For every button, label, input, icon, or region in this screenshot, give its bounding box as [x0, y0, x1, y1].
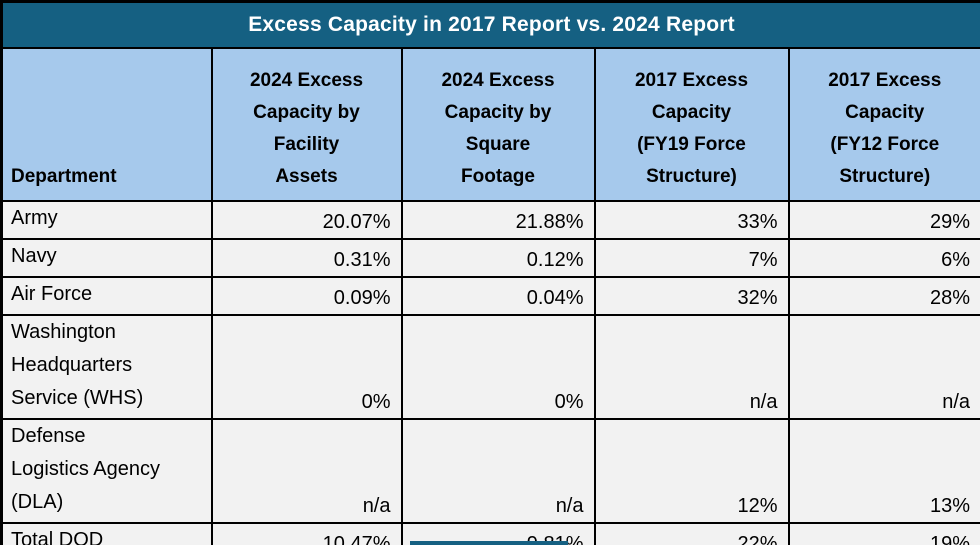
- department-line: Army: [11, 206, 58, 229]
- table-row-dla: Defense Logistics Agency (DLA) n/a n/a 1…: [0, 417, 980, 524]
- department-line: Defense: [11, 424, 86, 447]
- value-cell: 0%: [210, 313, 403, 420]
- table-row-total-dod: Total DOD 10.47% 9.81% 22% 19%: [0, 521, 980, 545]
- column-header-2024-square-footage: 2024 Excess Capacity by Square Footage: [400, 46, 596, 202]
- header-line: Structure): [646, 165, 737, 187]
- title-row: Excess Capacity in 2017 Report vs. 2024 …: [0, 0, 980, 49]
- value-cell: 7%: [593, 237, 790, 278]
- value-cell: n/a: [400, 417, 596, 524]
- header-line: Capacity: [845, 101, 925, 123]
- department-line: Service (WHS): [11, 386, 144, 409]
- value-cell: 33%: [593, 199, 790, 240]
- header-line: 2024 Excess: [249, 69, 364, 91]
- department-cell: Army: [0, 199, 213, 240]
- header-line: Square: [465, 133, 531, 155]
- header-line: 2024 Excess: [441, 69, 555, 91]
- value-cell: 0.12%: [400, 237, 596, 278]
- value-cell: n/a: [593, 313, 790, 420]
- department-line: Navy: [11, 244, 57, 267]
- department-cell: Total DOD: [0, 521, 213, 545]
- value-cell: 13%: [787, 417, 980, 524]
- value-cell: 22%: [593, 521, 790, 545]
- bottom-accent-bar: [410, 541, 568, 545]
- value-cell: 6%: [787, 237, 980, 278]
- department-line: (DLA): [11, 490, 64, 513]
- value-cell: 0.09%: [210, 275, 403, 316]
- table-row-navy: Navy 0.31% 0.12% 7% 6%: [0, 237, 980, 278]
- header-row: Department 2024 Excess Capacity by Facil…: [0, 46, 980, 202]
- department-line: Logistics Agency: [11, 457, 160, 480]
- value-cell: 0.31%: [210, 237, 403, 278]
- value-cell: 12%: [593, 417, 790, 524]
- header-line: Footage: [461, 165, 535, 187]
- header-line: Facility: [273, 133, 340, 155]
- column-header-2017-fy12: 2017 Excess Capacity (FY12 Force Structu…: [787, 46, 980, 202]
- header-line: 2017 Excess: [634, 69, 749, 91]
- header-line: (FY12 Force: [830, 133, 940, 155]
- column-header-2024-facility-assets: 2024 Excess Capacity by Facility Assets: [210, 46, 403, 202]
- header-line: (FY19 Force: [637, 133, 746, 155]
- header-line: 2017 Excess: [828, 69, 942, 91]
- value-cell: 21.88%: [400, 199, 596, 240]
- column-header-2017-fy19: 2017 Excess Capacity (FY19 Force Structu…: [593, 46, 790, 202]
- value-cell: 28%: [787, 275, 980, 316]
- department-line: Headquarters: [11, 353, 133, 376]
- header-line: Capacity: [651, 101, 732, 123]
- department-line: Air Force: [11, 282, 93, 305]
- value-cell: 0%: [400, 313, 596, 420]
- header-line: Structure): [839, 165, 931, 187]
- department-cell: Navy: [0, 237, 213, 278]
- table-row-army: Army 20.07% 21.88% 33% 29%: [0, 199, 980, 240]
- department-line: Washington: [11, 320, 116, 343]
- department-line: Total DOD: [11, 528, 104, 545]
- value-cell: 20.07%: [210, 199, 403, 240]
- table-row-whs: Washington Headquarters Service (WHS) 0%…: [0, 313, 980, 420]
- value-cell: n/a: [210, 417, 403, 524]
- header-line: Department: [11, 165, 117, 187]
- value-cell: 10.47%: [210, 521, 403, 545]
- department-cell: Air Force: [0, 275, 213, 316]
- value-cell: 19%: [787, 521, 980, 545]
- department-cell: Defense Logistics Agency (DLA): [0, 417, 213, 524]
- header-line: Capacity by: [253, 101, 360, 123]
- value-cell: n/a: [787, 313, 980, 420]
- value-cell: 29%: [787, 199, 980, 240]
- table-row-air-force: Air Force 0.09% 0.04% 32% 28%: [0, 275, 980, 316]
- department-cell: Washington Headquarters Service (WHS): [0, 313, 213, 420]
- column-header-department: Department: [0, 46, 213, 202]
- header-line: Capacity by: [444, 101, 552, 123]
- header-line: Assets: [275, 165, 338, 187]
- value-cell: 0.04%: [400, 275, 596, 316]
- table-title: Excess Capacity in 2017 Report vs. 2024 …: [0, 0, 980, 49]
- value-cell: 32%: [593, 275, 790, 316]
